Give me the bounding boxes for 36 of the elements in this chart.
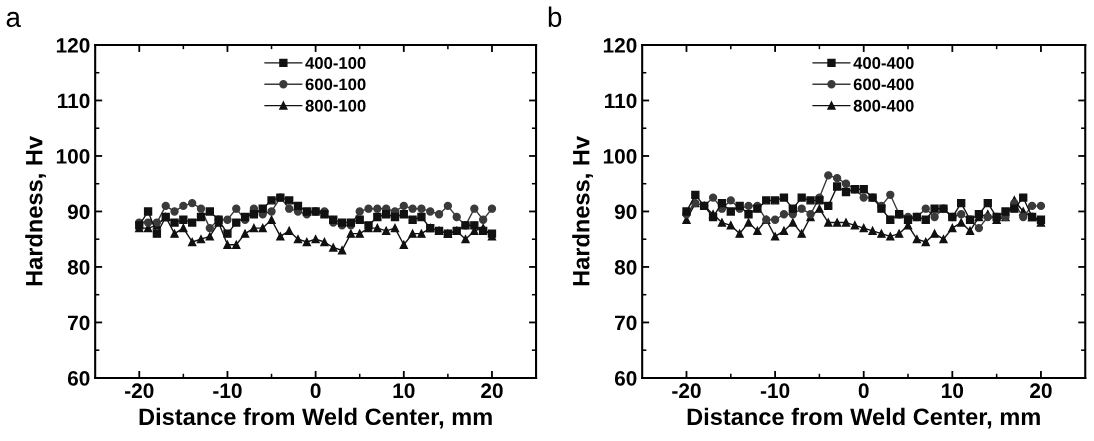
x-tick-label: 10 [393,383,415,399]
y-tick-label: 100 [603,148,637,164]
y-tick-label: 80 [614,259,637,275]
y-axis-title: Hardness, Hv [25,136,46,286]
y-tick-label: 110 [58,93,90,109]
x-tick-label: 0 [858,383,869,399]
y-tick-label: 90 [67,204,90,220]
y-axis-title: Hardness, Hv [572,136,593,286]
y-tick-label: 80 [67,259,90,275]
x-axis-title: Distance from Weld Center, mm [687,407,1040,429]
x-tick-label: -20 [672,383,701,399]
legend-label: 800-400 [853,99,914,112]
legend-label: 400-400 [853,57,914,69]
text: b [548,6,562,28]
y-tick-label: 120 [603,37,637,53]
y-tick-label: 100 [56,148,90,164]
x-tick-label: -20 [125,383,154,399]
legend-label: 400-100 [305,57,366,69]
text: a [6,11,21,28]
y-tick-label: 70 [615,315,637,331]
y-tick-label: 60 [67,370,90,386]
x-tick-label: 10 [942,383,964,399]
y-tick-label: 60 [614,370,637,386]
legend-label: 800-100 [305,99,366,112]
y-tick-label: 90 [614,204,637,220]
x-tick-label: -10 [213,383,242,399]
x-tick-label: 20 [481,383,503,399]
x-axis-title: Distance from Weld Center, mm [139,407,492,429]
x-tick-label: 0 [310,383,321,399]
legend-label: 600-100 [305,78,366,91]
x-tick-label: -10 [760,383,790,399]
y-tick-label: 110 [605,93,637,109]
x-tick-label: 20 [1030,383,1052,399]
y-tick-label: 70 [68,315,90,331]
y-tick-label: 120 [56,37,90,53]
legend-label: 600-400 [853,78,914,91]
